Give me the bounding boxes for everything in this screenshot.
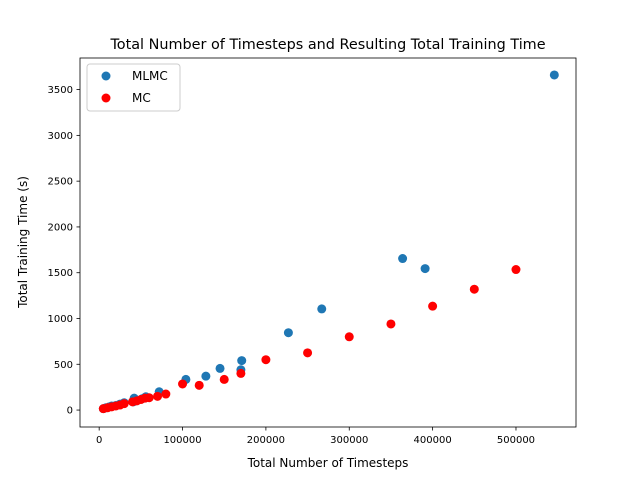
data-point (215, 363, 225, 373)
y-tick-label: 3500 (48, 85, 73, 96)
y-tick-label: 3000 (48, 131, 73, 142)
data-point (219, 374, 229, 384)
x-tick-label: 300000 (330, 435, 368, 446)
data-point (317, 304, 327, 314)
data-point (201, 371, 211, 381)
data-point (194, 380, 204, 390)
data-point (261, 355, 271, 365)
plot-area: 0 100000 200000 300000 400000 500000 0 500 1000 1… (48, 57, 577, 446)
data-point (153, 391, 163, 401)
legend-items: MLMC MC (101, 69, 168, 105)
x-tick-label: 0 (96, 435, 102, 446)
y-tick-label: 1000 (48, 314, 73, 325)
series-mc (98, 265, 521, 414)
data-point (237, 356, 247, 366)
y-tick-label: 1500 (48, 268, 73, 279)
y-axis-label: Total Training Time (s) (16, 176, 30, 309)
x-tick-label: 400000 (414, 435, 452, 446)
x-tick-label: 500000 (497, 435, 535, 446)
x-tick-label: 100000 (163, 435, 201, 446)
data-point (303, 348, 313, 358)
x-tick-label: 200000 (247, 435, 285, 446)
data-point (386, 319, 396, 329)
y-tick-label: 2000 (48, 222, 73, 233)
data-point (283, 328, 293, 338)
data-point (178, 379, 188, 389)
data-point (420, 264, 430, 274)
data-point (398, 254, 408, 264)
legend-label: MLMC (132, 69, 168, 83)
y-tick-label: 500 (54, 360, 73, 371)
legend-marker (101, 71, 111, 81)
legend: MLMC MC (86, 63, 181, 112)
data-point (511, 265, 521, 275)
y-tick-label: 2500 (48, 177, 73, 188)
legend-label: MC (132, 91, 151, 105)
data-point (469, 284, 479, 294)
data-point (144, 393, 154, 403)
data-point (119, 399, 129, 409)
data-point (549, 70, 559, 80)
data-point (236, 368, 246, 378)
x-axis-label: Total Number of Timesteps (247, 456, 409, 470)
y-tick-label: 0 (67, 406, 73, 417)
data-point (161, 389, 171, 399)
data-point (344, 332, 354, 342)
axes-frame (79, 57, 577, 428)
series-mlmc (98, 70, 559, 414)
legend-marker (101, 93, 111, 103)
chart-title: Total Number of Timesteps and Resulting … (109, 37, 545, 53)
data-point (428, 301, 438, 311)
